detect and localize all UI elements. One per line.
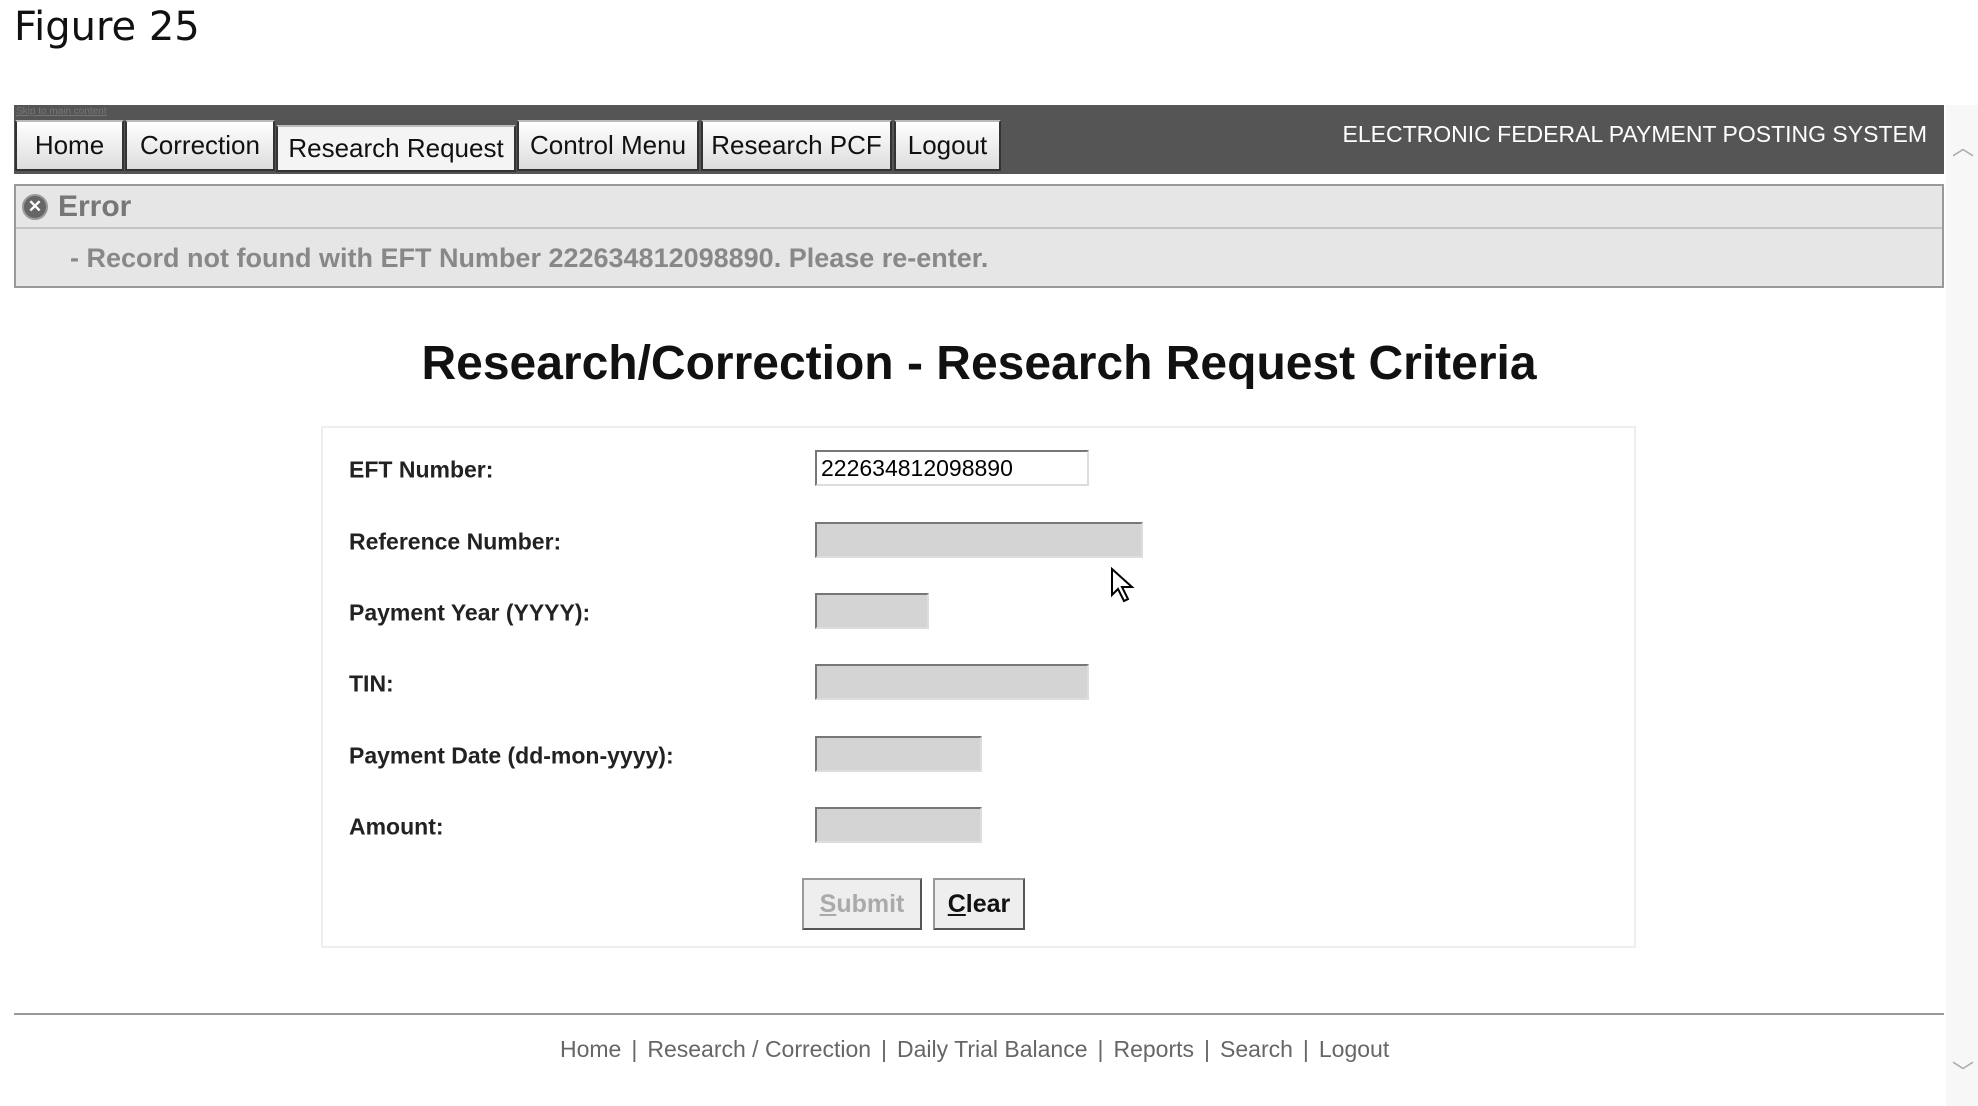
payment-date-input[interactable] (815, 736, 982, 772)
amount-input[interactable] (815, 807, 982, 843)
separator: | (1097, 1036, 1104, 1062)
top-nav-bar: Skip to main content Home Correction Res… (14, 105, 1944, 174)
separator: | (881, 1036, 888, 1062)
submit-accesskey: S (819, 889, 837, 918)
error-message: - Record not found with EFT Number 22263… (70, 243, 989, 273)
mouse-pointer-icon (1111, 567, 1135, 603)
tab-research-pcf[interactable]: Research PCF (701, 120, 892, 171)
tab-logout[interactable]: Logout (894, 120, 1001, 171)
eft-number-input[interactable] (815, 450, 1089, 486)
payment-date-label: Payment Date (dd-mon-yyyy): (349, 742, 674, 769)
vertical-scrollbar[interactable]: ︿ ﹀ (1946, 105, 1978, 1106)
error-panel: ✕ Error - Record not found with EFT Numb… (14, 184, 1944, 288)
clear-label: lear (965, 889, 1011, 918)
footer-link-daily-trial-balance[interactable]: Daily Trial Balance (897, 1036, 1088, 1062)
error-header: ✕ Error (16, 186, 1942, 229)
footer-link-logout[interactable]: Logout (1318, 1036, 1390, 1062)
page-title: Research/Correction - Research Request C… (421, 337, 1537, 390)
tab-correction[interactable]: Correction (125, 120, 275, 171)
tin-label: TIN: (349, 670, 394, 697)
footer-link-search[interactable]: Search (1220, 1036, 1293, 1062)
scroll-down-arrow-icon[interactable]: ﹀ (1952, 1060, 1975, 1085)
error-x-circle-icon: ✕ (22, 193, 48, 220)
reference-number-label: Reference Number: (349, 528, 562, 555)
tab-home[interactable]: Home (15, 120, 124, 171)
tab-control-menu[interactable]: Control Menu (517, 120, 699, 171)
submit-label: ubmit (836, 889, 905, 918)
payment-year-input[interactable] (815, 593, 929, 629)
reference-number-input[interactable] (815, 522, 1143, 558)
footer-divider (14, 1013, 1944, 1015)
skip-link[interactable]: Skip to main content (16, 106, 107, 117)
payment-year-label: Payment Year (YYYY): (349, 599, 591, 626)
footer-link-research-correction[interactable]: Research / Correction (647, 1036, 872, 1062)
footer-links: Home | Research / Correction | Daily Trial… (560, 1036, 1389, 1063)
eft-number-label: EFT Number: (349, 456, 494, 483)
footer-link-reports[interactable]: Reports (1113, 1036, 1195, 1062)
amount-label: Amount: (349, 813, 444, 840)
separator: | (1302, 1036, 1309, 1062)
separator: | (1204, 1036, 1211, 1062)
figure-label: Figure 25 (14, 4, 200, 50)
system-title: ELECTRONIC FEDERAL PAYMENT POSTING SYSTE… (1342, 121, 1927, 147)
tab-research-request[interactable]: Research Request (276, 125, 516, 172)
separator: | (631, 1036, 638, 1062)
error-title: Error (58, 189, 132, 223)
research-request-form: EFT Number: Reference Number: Payment Ye… (321, 426, 1636, 948)
clear-accesskey: C (947, 889, 966, 918)
footer-link-home[interactable]: Home (560, 1036, 622, 1062)
scroll-up-arrow-icon[interactable]: ︿ (1952, 135, 1975, 160)
tin-input[interactable] (815, 664, 1089, 700)
